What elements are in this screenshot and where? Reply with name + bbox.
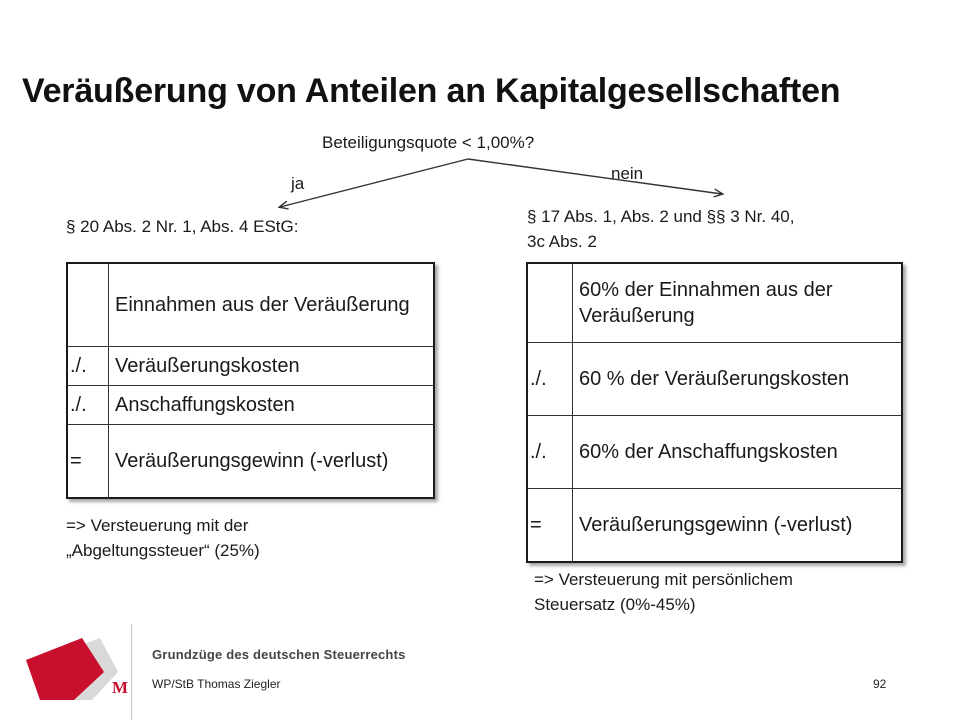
operator-cell: ./. [66,385,109,425]
operator-cell [66,262,109,347]
table-row: ./. Veräußerungskosten [66,346,435,386]
item-cell: Veräußerungskosten [108,346,435,386]
table-row: ./. 60% der Anschaffungskosten [526,415,903,489]
table-row: 60% der Einnahmen aus der Veräußerung [526,262,903,343]
law-reference-right: § 17 Abs. 1, Abs. 2 und §§ 3 Nr. 40, 3c … [527,204,907,254]
page-number: 92 [873,677,887,691]
question-label: Beteiligungsquote < 1,00%? [322,133,535,152]
operator-cell: ./. [66,346,109,386]
branch-no-label: nein [611,164,644,183]
item-cell: 60% der Anschaffungskosten [572,415,903,489]
result-note-right-line1: => Versteuerung mit persönlichem [534,570,793,589]
table-row: ./. Anschaffungskosten [66,385,435,425]
item-cell: Veräußerungsgewinn (-verlust) [108,424,435,499]
operator-cell: = [526,488,573,563]
result-note-left: => Versteuerung mit der „Abgeltungssteue… [66,513,366,563]
result-note-left-line1: => Versteuerung mit der [66,516,249,535]
operator-cell [526,262,573,343]
item-cell: Anschaffungskosten [108,385,435,425]
table-row: Einnahmen aus der Veräußerung [66,262,435,347]
footer-author: WP/StB Thomas Ziegler [152,677,281,691]
table-row: = Veräußerungsgewinn (-verlust) [526,488,903,563]
law-reference-right-line1: § 17 Abs. 1, Abs. 2 und §§ 3 Nr. 40, [527,207,795,226]
law-reference-right-line2: 3c Abs. 2 [527,232,597,251]
university-logo: M [26,638,128,700]
logo-letter: M [112,678,128,697]
item-cell: Einnahmen aus der Veräußerung [108,262,435,347]
arrow-no [467,158,722,194]
result-note-left-line2: „Abgeltungssteuer“ (25%) [66,541,260,560]
footer-divider [131,624,132,720]
slide-title: Veräußerung von Anteilen an Kapitalgesel… [22,72,841,110]
operator-cell: = [66,424,109,499]
table-row: = Veräußerungsgewinn (-verlust) [66,424,435,499]
item-cell: 60 % der Veräußerungskosten [572,342,903,416]
table-row: ./. 60 % der Veräußerungskosten [526,342,903,416]
law-reference-left: § 20 Abs. 2 Nr. 1, Abs. 4 EStG: [66,217,299,236]
result-note-right: => Versteuerung mit persönlichem Steuers… [534,567,894,617]
item-cell: 60% der Einnahmen aus der Veräußerung [572,262,903,343]
calculation-table-left: Einnahmen aus der Veräußerung ./. Veräuß… [66,262,435,499]
arrow-yes [280,158,469,207]
calculation-table-right: 60% der Einnahmen aus der Veräußerung ./… [526,262,903,563]
footer-course-title: Grundzüge des deutschen Steuerrechts [152,647,406,662]
operator-cell: ./. [526,415,573,489]
operator-cell: ./. [526,342,573,416]
branch-yes-label: ja [291,174,305,193]
item-cell: Veräußerungsgewinn (-verlust) [572,488,903,563]
result-note-right-line2: Steuersatz (0%-45%) [534,595,696,614]
